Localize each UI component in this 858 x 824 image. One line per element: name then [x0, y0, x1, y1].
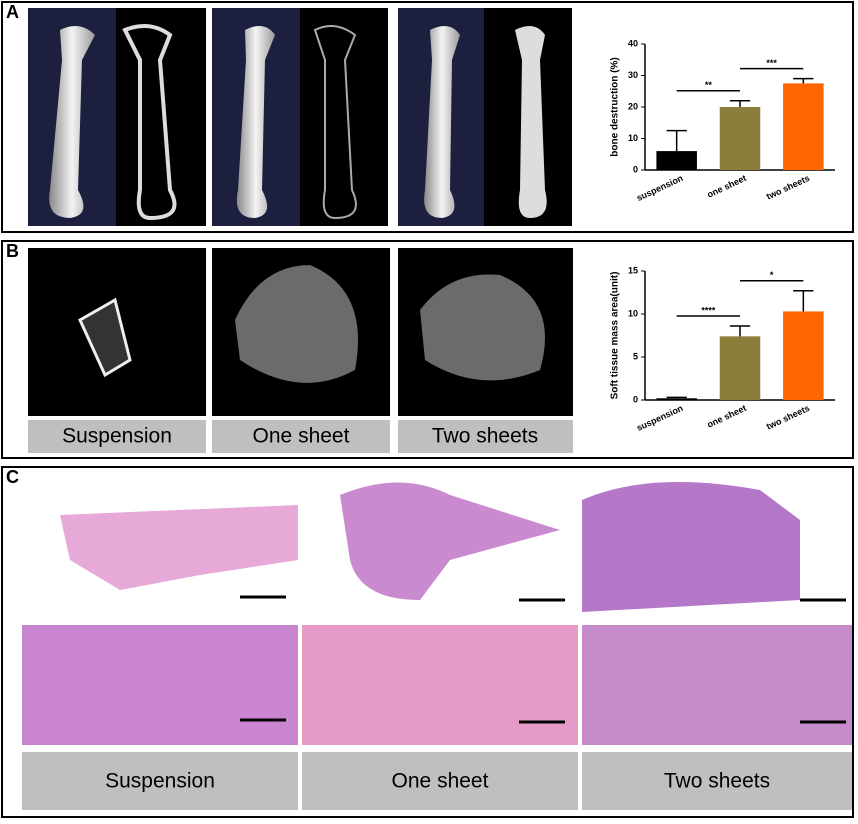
- group-label: Suspension: [105, 770, 215, 793]
- bar: [719, 107, 761, 170]
- y-axis-label: Soft tissue mass area(unit): [610, 272, 621, 400]
- group-label: Two sheets: [664, 770, 770, 793]
- group-label: Two sheets: [432, 425, 538, 448]
- y-tick-label: 5: [633, 351, 638, 361]
- y-tick-label: 15: [628, 265, 638, 275]
- histology-images: [22, 476, 852, 745]
- y-tick-label: 10: [628, 308, 638, 318]
- y-tick-label: 10: [628, 133, 638, 143]
- group-label: Suspension: [62, 425, 172, 448]
- x-tick-label: suspension: [635, 403, 685, 433]
- ct-images: [28, 8, 572, 226]
- panel-letter: A: [6, 2, 19, 22]
- significance-label: ***: [766, 58, 777, 68]
- y-tick-label: 40: [628, 38, 638, 48]
- label-box: [582, 752, 852, 810]
- x-tick-label: one sheet: [706, 173, 748, 200]
- slice-images: [28, 248, 573, 416]
- significance-label: ****: [701, 305, 716, 315]
- panel-frame: [1, 466, 854, 818]
- significance-label: *: [770, 270, 774, 280]
- x-tick-label: two sheets: [765, 173, 811, 202]
- group-label: One sheet: [392, 770, 489, 793]
- bar: [656, 151, 697, 170]
- panel-letter: C: [6, 467, 19, 487]
- label-box: [398, 420, 573, 453]
- bar: [656, 398, 697, 400]
- y-tick-label: 0: [633, 394, 638, 404]
- bar: [719, 336, 761, 400]
- y-tick-label: 0: [633, 164, 638, 174]
- label-box: [302, 752, 578, 810]
- panel-letter: B: [6, 241, 19, 261]
- panel-frame: [1, 240, 854, 459]
- label-box: [22, 752, 298, 810]
- x-tick-label: two sheets: [765, 403, 811, 432]
- bar: [783, 311, 824, 400]
- label-box: [212, 420, 390, 453]
- y-tick-label: 20: [628, 101, 638, 111]
- group-label: One sheet: [253, 425, 350, 448]
- x-tick-label: one sheet: [706, 403, 748, 430]
- bar: [783, 83, 824, 170]
- panel-frame: [1, 1, 854, 233]
- significance-label: **: [705, 80, 713, 90]
- y-tick-label: 30: [628, 70, 638, 80]
- label-box: [28, 420, 206, 453]
- y-axis-label: bone destruction (%): [610, 57, 621, 156]
- x-tick-label: suspension: [635, 173, 685, 203]
